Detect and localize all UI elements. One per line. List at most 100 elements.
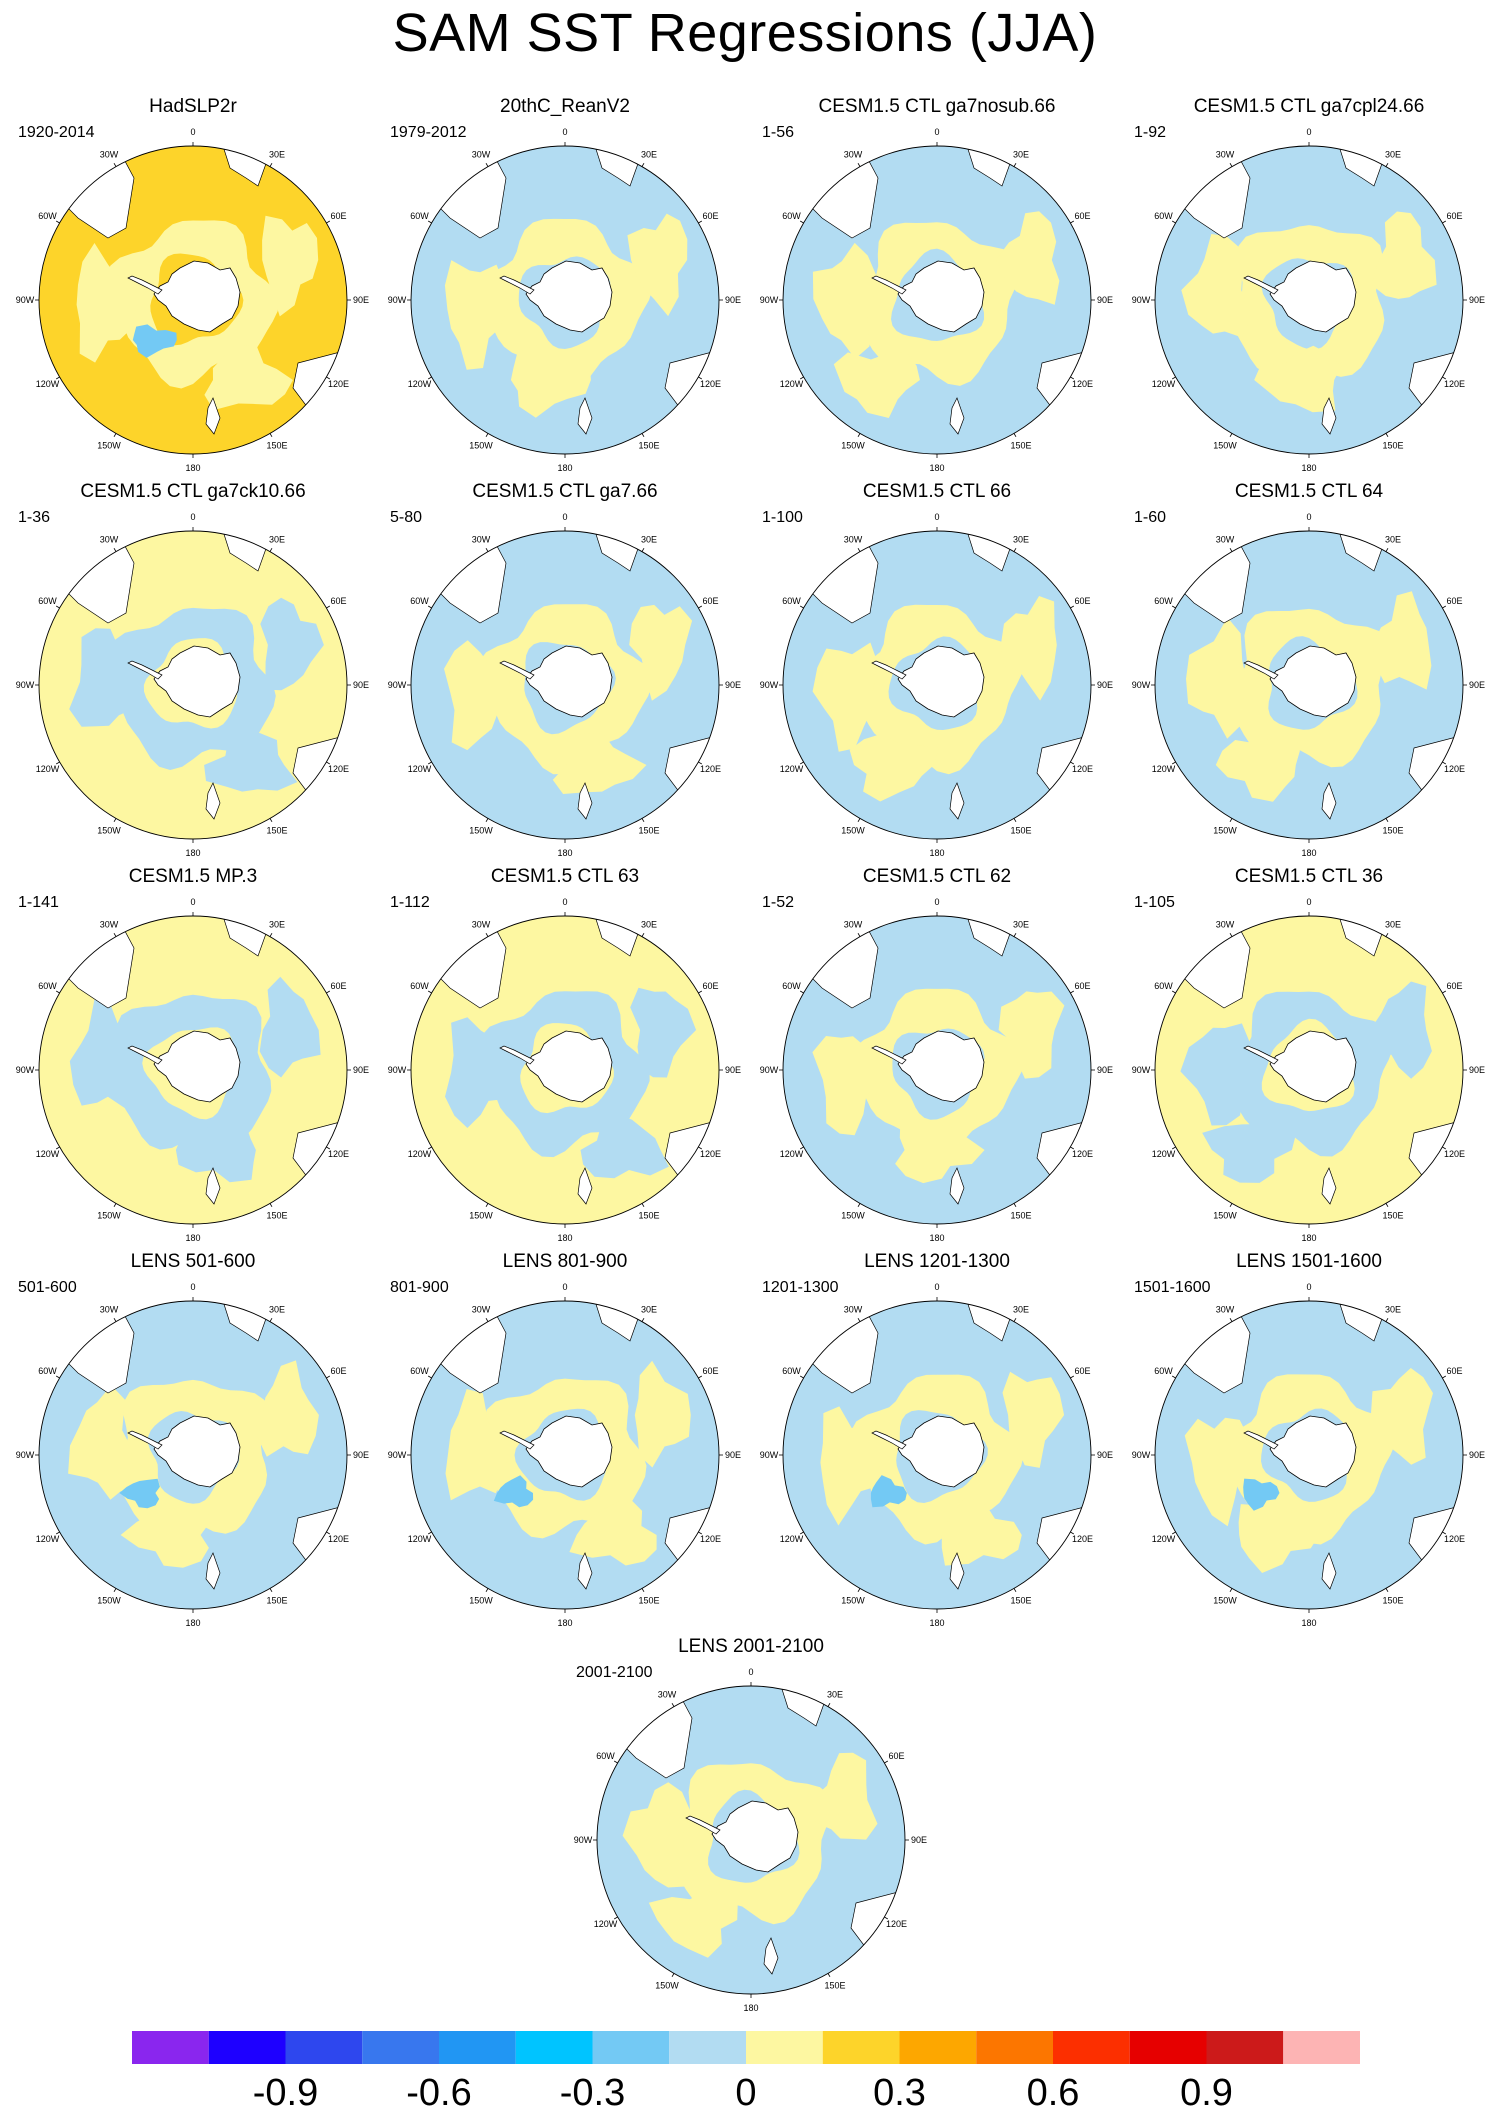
panel-period: 1-36 xyxy=(18,509,51,526)
lon-tick xyxy=(1171,1146,1176,1150)
lon-label: 150E xyxy=(1010,826,1031,836)
lon-tick xyxy=(427,1146,432,1150)
panel-period: 1-105 xyxy=(1134,894,1175,911)
lon-tick xyxy=(113,818,117,823)
lon-label: 180 xyxy=(185,1233,200,1243)
lon-tick xyxy=(427,1531,432,1535)
lon-label: 150W xyxy=(97,441,121,451)
map-panel-lens2001: LENS 2001-2100 2001-2100 0 30E 60E 90E 120E 1… xyxy=(566,1636,936,2020)
lon-tick xyxy=(1013,1588,1017,1593)
lon-label: 150E xyxy=(1010,441,1031,451)
map-panel-20thc-reanv2: 20thC_ReanV2 1979-2012 0 30E 60E 90E 120E 150… xyxy=(380,96,750,480)
lon-label: 30W xyxy=(658,1690,677,1700)
lon-tick xyxy=(827,1702,831,1707)
lon-tick xyxy=(326,1531,331,1535)
map-panel-ctl62: CESM1.5 CTL 62 1-52 0 30E 60E 90E 120E 150E 18… xyxy=(752,866,1122,1250)
lon-label: 120W xyxy=(408,1149,432,1159)
anomaly-region xyxy=(445,1017,512,1128)
lon-tick xyxy=(641,1203,645,1208)
anomaly-region xyxy=(1370,1368,1433,1465)
lon-label: 150W xyxy=(841,826,865,836)
lon-label: 150W xyxy=(1213,1596,1237,1606)
lon-label: 0 xyxy=(1306,1282,1311,1292)
lon-label: 0 xyxy=(934,1282,939,1292)
lon-label: 30W xyxy=(100,920,119,930)
antarctic-peninsula xyxy=(1243,1045,1279,1065)
lon-label: 150W xyxy=(1213,826,1237,836)
polar-map: 0 30E 60E 90E 120E 150E 180 150W 120W 90W 60W 30W xyxy=(388,897,741,1243)
new-zealand xyxy=(577,1552,593,1590)
anomaly-region xyxy=(119,1478,160,1509)
lon-label: 60E xyxy=(1074,1366,1090,1376)
panel-title: CESM1.5 CTL ga7ck10.66 xyxy=(80,481,306,502)
colorbar-swatch xyxy=(976,2031,1053,2064)
new-zealand xyxy=(205,782,221,820)
lon-tick xyxy=(485,547,489,552)
lon-label: 0 xyxy=(748,1667,753,1677)
lon-label: 30E xyxy=(269,920,285,930)
anomaly-region xyxy=(998,991,1065,1079)
new-zealand xyxy=(577,782,593,820)
polar-map: 0 30E 60E 90E 120E 150E 180 150W 120W 90W 60W 30W xyxy=(388,127,741,473)
lon-tick xyxy=(1229,547,1233,552)
anomaly-band xyxy=(480,991,650,1158)
map-panel-lens1501: LENS 1501-1600 1501-1600 0 30E 60E 90E 120E 1… xyxy=(1124,1251,1490,1635)
lon-label: 180 xyxy=(185,463,200,473)
lon-label: 60W xyxy=(1154,211,1173,221)
colorbar-swatch xyxy=(822,2031,900,2064)
colorbar-swatch xyxy=(592,2031,670,2064)
colorbar-swatch xyxy=(1206,2031,1284,2064)
lon-label: 150W xyxy=(841,441,865,451)
lon-tick xyxy=(1070,376,1075,380)
lon-label: 30E xyxy=(641,535,657,545)
lon-label: 30E xyxy=(1385,1305,1401,1315)
lon-label: 90E xyxy=(353,680,369,690)
polar-map: 0 30E 60E 90E 120E 150E 180 150W 120W 90W 60W 30W xyxy=(760,512,1113,858)
lon-label: 150W xyxy=(655,1981,679,1991)
anomaly-region xyxy=(812,642,879,752)
colorbar-swatch xyxy=(899,2031,977,2064)
colorbar-swatch xyxy=(746,2031,823,2064)
lon-label: 90E xyxy=(725,295,741,305)
lon-label: 120W xyxy=(408,379,432,389)
colorbar-tick-label: 0.3 xyxy=(873,2072,926,2111)
lon-tick xyxy=(55,990,60,994)
lon-label: 150W xyxy=(841,1596,865,1606)
anomaly-band xyxy=(478,218,653,390)
lon-label: 180 xyxy=(557,1618,572,1628)
lon-label: 60E xyxy=(1446,981,1462,991)
lon-tick xyxy=(857,1588,861,1593)
panel-period: 1201-1300 xyxy=(762,1279,839,1296)
lon-tick xyxy=(799,376,804,380)
map-panel-ctl64: CESM1.5 CTL 64 1-60 0 30E 60E 90E 120E 150E 18… xyxy=(1124,481,1490,865)
lon-tick xyxy=(698,1146,703,1150)
anomaly-region xyxy=(995,211,1060,305)
lon-tick xyxy=(857,433,861,438)
lon-label: 60W xyxy=(38,1366,57,1376)
lon-label: 90W xyxy=(388,680,407,690)
new-zealand xyxy=(205,397,221,435)
lon-tick xyxy=(427,990,432,994)
lon-label: 0 xyxy=(562,127,567,137)
lon-label: 90W xyxy=(1132,680,1151,690)
lon-label: 120E xyxy=(328,379,349,389)
lon-tick xyxy=(1070,220,1075,224)
lon-label: 0 xyxy=(934,512,939,522)
lon-tick xyxy=(326,1375,331,1379)
lon-label: 60W xyxy=(410,981,429,991)
lon-tick xyxy=(427,376,432,380)
lon-label: 120W xyxy=(408,1534,432,1544)
lon-tick xyxy=(641,1588,645,1593)
anomaly-region xyxy=(445,1389,509,1501)
lon-tick xyxy=(485,1317,489,1322)
lon-label: 0 xyxy=(190,512,195,522)
antarctic-peninsula xyxy=(499,1045,535,1065)
anomaly-region xyxy=(1184,1417,1253,1527)
antarctic-peninsula xyxy=(1243,275,1279,295)
lon-label: 150W xyxy=(97,826,121,836)
lon-tick xyxy=(1229,433,1233,438)
lon-label: 30E xyxy=(1013,535,1029,545)
lon-label: 120W xyxy=(36,379,60,389)
anomaly-region xyxy=(262,215,319,317)
lon-label: 150E xyxy=(1382,441,1403,451)
